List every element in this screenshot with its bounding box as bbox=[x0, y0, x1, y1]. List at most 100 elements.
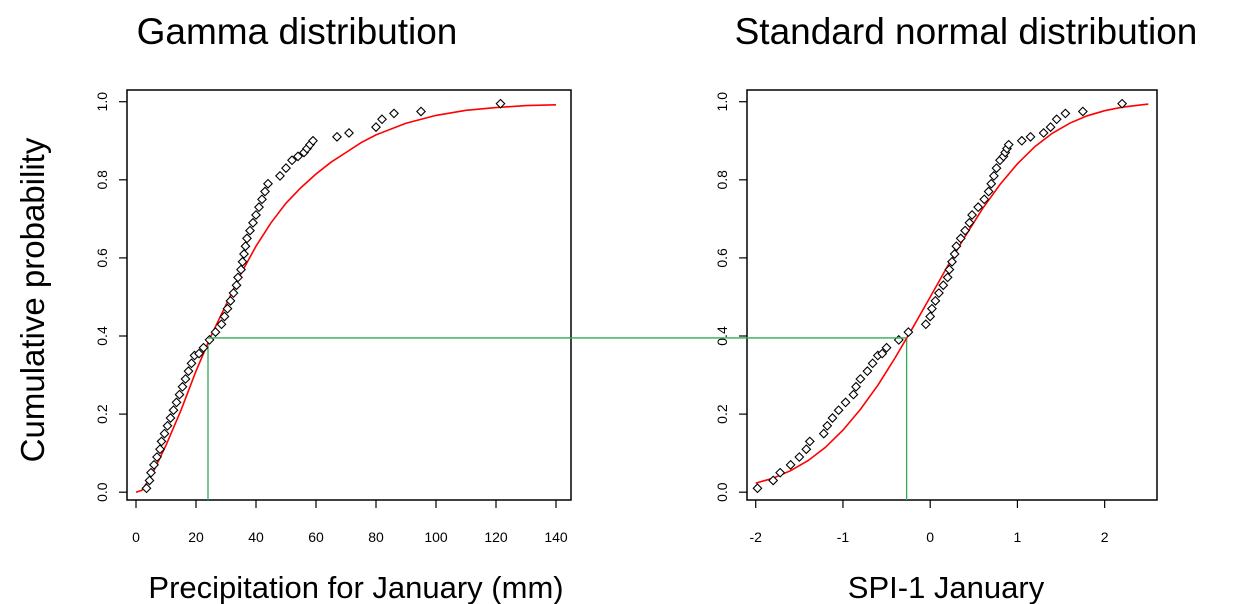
normal-y-tick-label: 1.0 bbox=[714, 92, 730, 112]
gamma-fit bbox=[135, 104, 557, 493]
gamma-plot-frame bbox=[126, 89, 572, 501]
gamma-data-point bbox=[248, 217, 258, 228]
gamma-y-tick-label: 0.6 bbox=[94, 248, 110, 268]
normal-data-point bbox=[893, 334, 904, 345]
gamma-data-point bbox=[242, 233, 252, 244]
gamma-data-point bbox=[228, 288, 239, 299]
normal-data-point bbox=[926, 303, 937, 314]
gamma-x-axis-label: Precipitation for January (mm) bbox=[148, 570, 563, 604]
gamma-data-point bbox=[174, 389, 185, 400]
normal-y-tick-label: 0.0 bbox=[714, 482, 730, 502]
gamma-data-point bbox=[149, 459, 159, 470]
normal-data-point bbox=[775, 467, 786, 478]
gamma-data-point bbox=[371, 122, 381, 133]
gamma-y-tick-label: 0.4 bbox=[94, 326, 110, 346]
gamma-y-tick-label: 1.0 bbox=[94, 92, 110, 112]
normal-chart-title: Standard normal distribution bbox=[735, 11, 1198, 52]
normal-data-point bbox=[1025, 131, 1036, 142]
normal-points bbox=[752, 98, 1128, 494]
gamma-data-point bbox=[162, 420, 173, 431]
normal-data-point bbox=[848, 389, 859, 400]
normal-data-point bbox=[951, 241, 962, 252]
gamma-data-point bbox=[222, 303, 233, 314]
gamma-data-point bbox=[389, 108, 399, 119]
normal-y-ticks: 0.0 0.2 0.4 0.6 0.8 1.0 bbox=[714, 92, 747, 502]
gamma-x-tick-label: 60 bbox=[308, 529, 324, 545]
gamma-data-point bbox=[141, 483, 152, 494]
gamma-data-point bbox=[257, 194, 267, 205]
gamma-data-point bbox=[260, 186, 270, 197]
normal-fit-curve bbox=[755, 103, 1149, 484]
normal-x-ticks: -2 -1 0 1 2 bbox=[749, 500, 1109, 545]
gamma-x-tick-label: 100 bbox=[424, 529, 448, 545]
gamma-data-point bbox=[240, 241, 251, 252]
normal-data-point bbox=[947, 256, 957, 267]
gamma-data-point bbox=[219, 311, 230, 322]
y-axis-label: Cumulative probability bbox=[14, 137, 51, 462]
normal-data-point bbox=[938, 280, 949, 291]
normal-x-tick-label: -2 bbox=[749, 529, 762, 545]
gamma-data-point bbox=[377, 114, 387, 125]
gamma-data-point bbox=[194, 348, 204, 359]
normal-data-point bbox=[1060, 108, 1071, 119]
gamma-data-point bbox=[233, 272, 243, 283]
gamma-data-point bbox=[180, 373, 191, 384]
normal-data-point bbox=[877, 348, 888, 359]
normal-data-point bbox=[983, 186, 994, 197]
normal-data-point bbox=[964, 217, 975, 228]
gamma-data-point bbox=[287, 155, 297, 166]
gamma-x-ticks: 0 20 40 60 80 100 120 140 bbox=[132, 500, 568, 545]
normal-data-point bbox=[822, 420, 833, 431]
normal-data-point bbox=[794, 452, 805, 463]
gamma-chart-title: Gamma distribution bbox=[137, 11, 458, 52]
normal-data-point bbox=[1045, 122, 1056, 133]
gamma-data-point bbox=[183, 366, 194, 377]
gamma-data-point bbox=[293, 151, 303, 162]
gamma-data-point bbox=[344, 127, 354, 138]
normal-x-tick-label: 0 bbox=[926, 529, 934, 545]
gamma-data-point bbox=[165, 413, 176, 423]
gamma-data-point bbox=[495, 98, 506, 109]
normal-data-point bbox=[851, 381, 862, 392]
normal-data-point bbox=[973, 202, 984, 213]
gamma-data-point bbox=[332, 131, 342, 142]
normal-data-point bbox=[867, 358, 878, 369]
normal-fit bbox=[755, 103, 1149, 484]
normal-data-point bbox=[955, 233, 966, 244]
normal-plot-frame bbox=[746, 89, 1158, 501]
gamma-data-point bbox=[254, 202, 264, 213]
normal-data-point bbox=[944, 264, 955, 275]
gamma-data-point bbox=[231, 280, 242, 291]
normal-data-point bbox=[1117, 98, 1128, 109]
gamma-data-point bbox=[186, 358, 197, 369]
normal-data-point bbox=[988, 170, 999, 181]
normal-data-point bbox=[925, 311, 936, 322]
gamma-data-point bbox=[239, 249, 249, 259]
normal-data-point bbox=[804, 436, 815, 447]
normal-data-point bbox=[1077, 106, 1088, 117]
gamma-data-point bbox=[225, 295, 236, 306]
normal-y-tick-label: 0.8 bbox=[714, 170, 730, 190]
gamma-data-point bbox=[144, 475, 155, 486]
gamma-y-ticks: 0.0 0.2 0.4 0.6 0.8 1.0 bbox=[94, 92, 127, 502]
normal-data-point bbox=[920, 319, 931, 330]
gamma-data-point bbox=[236, 264, 246, 275]
normal-data-point bbox=[768, 475, 779, 486]
normal-data-point bbox=[979, 194, 990, 205]
normal-data-point bbox=[827, 413, 838, 423]
gamma-data-point bbox=[210, 327, 221, 338]
gamma-data-point bbox=[198, 342, 209, 353]
gamma-data-point bbox=[156, 436, 167, 447]
gamma-data-point bbox=[275, 170, 285, 181]
normal-data-point bbox=[903, 327, 914, 338]
normal-data-point bbox=[967, 209, 978, 220]
gamma-fit-curve bbox=[135, 104, 557, 493]
normal-data-point bbox=[1003, 139, 1014, 150]
normal-x-tick-label: -1 bbox=[837, 529, 850, 545]
gamma-x-tick-label: 20 bbox=[188, 529, 204, 545]
gamma-data-point bbox=[168, 405, 179, 416]
normal-panel: Standard normal distribution SPI-1 Janua… bbox=[714, 11, 1197, 604]
gamma-data-point bbox=[177, 381, 188, 392]
gamma-y-tick-label: 0.8 bbox=[94, 170, 110, 190]
